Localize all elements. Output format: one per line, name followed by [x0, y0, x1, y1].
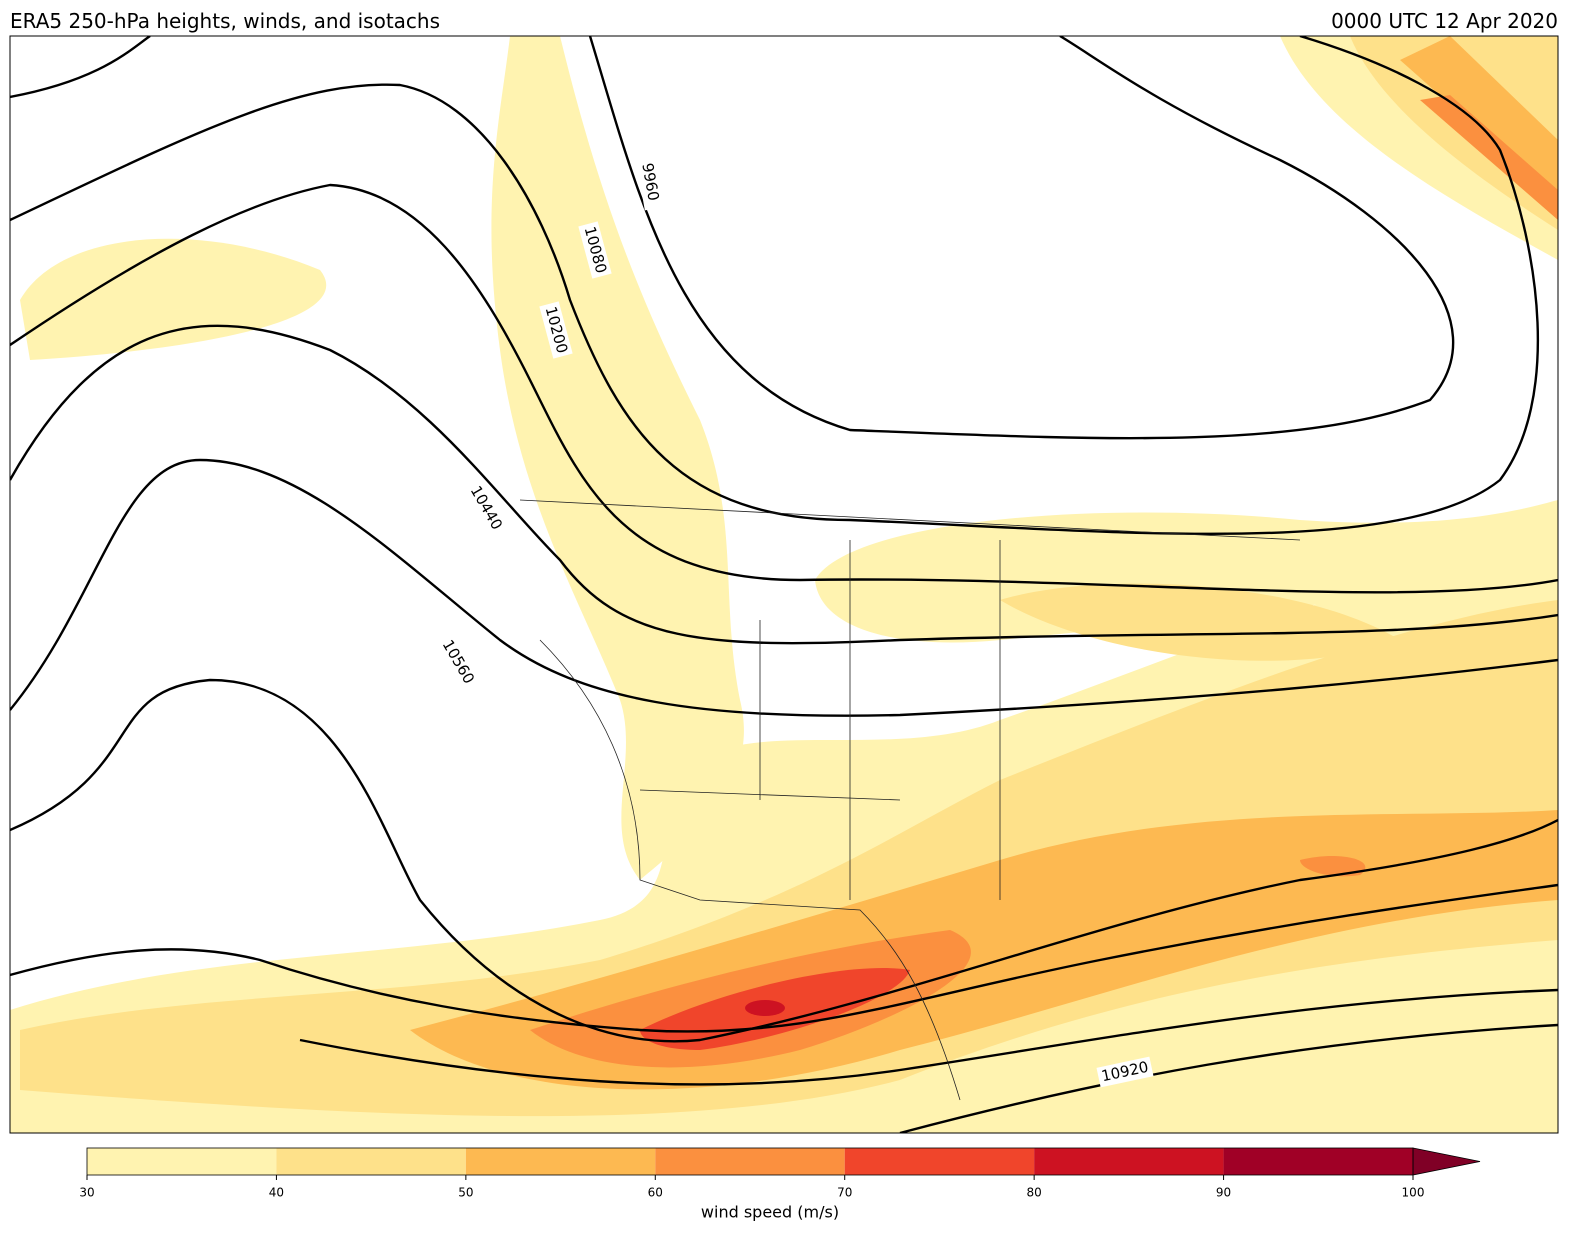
colorbar-extend — [1412, 1147, 1481, 1176]
map — [10, 36, 1558, 1133]
colorbar-tick-label: 30 — [79, 1186, 94, 1200]
colorbar-tick-label: 70 — [837, 1186, 852, 1200]
colorbar-tick-label: 50 — [458, 1186, 473, 1200]
contour-label-bg — [578, 221, 612, 279]
colorbar-bin — [276, 1148, 466, 1175]
colorbar-tick-label: 100 — [1402, 1186, 1425, 1200]
map-frame — [9, 35, 1559, 1134]
colorbar-bin — [844, 1148, 1035, 1175]
contour-label-bg — [539, 301, 573, 359]
colorbar-tick-label: 60 — [648, 1186, 663, 1200]
colorbar-bin — [1223, 1148, 1413, 1175]
contour-label-bg — [635, 153, 665, 211]
boundaries — [519, 499, 1301, 1101]
contour-label-bg — [1096, 1056, 1154, 1088]
colorbar-bin — [87, 1148, 277, 1175]
colorbar-tick-label: 80 — [1027, 1186, 1042, 1200]
colorbar-label: wind speed (m/s) — [701, 1203, 839, 1222]
contour-label-bg — [435, 633, 481, 691]
title: ERA5 250-hPa heights, winds, and isotach… — [10, 9, 440, 33]
height-contours — [10, 36, 1558, 1133]
colorbar-bin — [655, 1148, 845, 1175]
valid-time: 0000 UTC 12 Apr 2020 — [1331, 9, 1558, 33]
colorbar-outline — [86, 1147, 1414, 1176]
isotach-shading — [10, 36, 1558, 1133]
colorbar-tick-label: 40 — [269, 1186, 284, 1200]
colorbar-bin — [1034, 1148, 1224, 1175]
colorbar-bin — [465, 1148, 656, 1175]
colorbar-tick-label: 90 — [1216, 1186, 1231, 1200]
colorbar: 30 40 50 60 70 80 90 100 wind speed (m/s) — [79, 1147, 1481, 1222]
contour-label-bg — [463, 479, 509, 537]
